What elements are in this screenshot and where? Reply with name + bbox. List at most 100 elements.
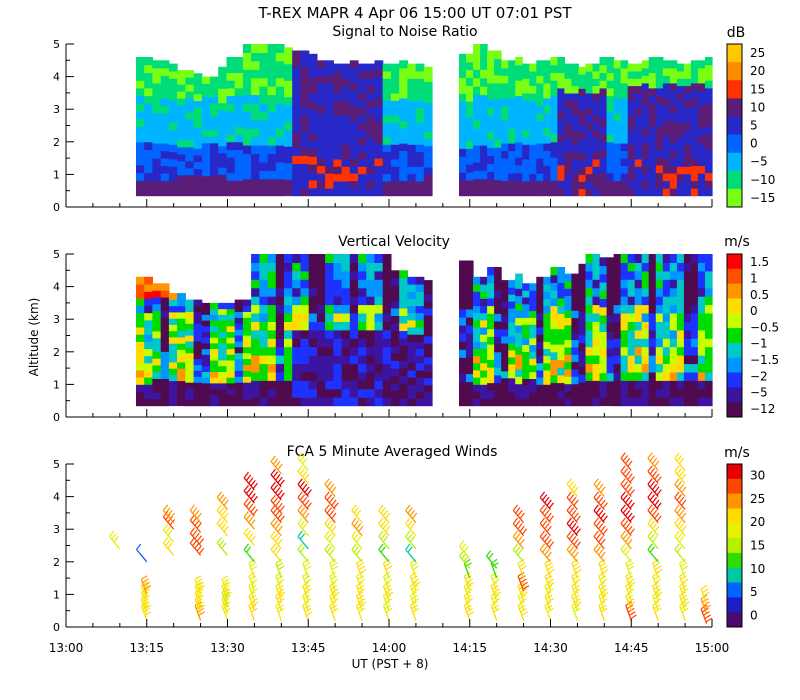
heatmap-cell	[473, 312, 481, 321]
heatmap-cell	[683, 338, 692, 348]
heatmap-cell	[648, 187, 657, 197]
heatmap-cell	[648, 270, 657, 280]
heatmap-cell	[578, 131, 587, 139]
heatmap-cell	[267, 60, 277, 70]
heatmap-cell	[292, 363, 301, 373]
heatmap-cell	[501, 105, 509, 114]
heatmap-cell	[655, 287, 664, 297]
heatmap-cell	[374, 105, 384, 114]
heatmap-cell	[168, 188, 178, 197]
heatmap-cell	[501, 135, 509, 144]
heatmap-cell	[592, 397, 601, 407]
wind-barb	[463, 571, 475, 592]
heatmap-cell	[606, 364, 615, 374]
heatmap-cell	[423, 280, 433, 288]
heatmap-cell	[275, 262, 285, 272]
heatmap-cell	[557, 290, 565, 299]
colorbar-label: 0	[750, 304, 758, 318]
heatmap-cell	[683, 313, 692, 322]
heatmap-cell	[606, 64, 615, 73]
heatmap-cell	[473, 119, 481, 129]
heatmap-cell	[415, 384, 425, 392]
heatmap-cell	[466, 349, 474, 358]
heatmap-cell	[300, 115, 310, 124]
heatmap-cell	[193, 80, 203, 88]
heatmap-cell	[267, 321, 277, 331]
heatmap-cell	[697, 90, 706, 99]
heatmap-cell	[543, 67, 551, 76]
heatmap-cell	[374, 279, 384, 289]
heatmap-cell	[218, 116, 227, 125]
heatmap-cell	[578, 397, 587, 407]
heatmap-cell	[501, 321, 509, 330]
heatmap-cell	[564, 129, 572, 138]
heatmap-cell	[690, 127, 699, 136]
heatmap-cell	[160, 150, 170, 159]
heatmap-cell	[480, 326, 488, 335]
heatmap-cell	[399, 158, 408, 167]
heatmap-cell	[234, 134, 244, 143]
heatmap-cell	[494, 282, 502, 291]
heatmap-cell	[259, 388, 269, 398]
heatmap-cell	[705, 64, 713, 73]
heatmap-cell	[210, 96, 219, 104]
heatmap-cell	[705, 180, 713, 189]
heatmap-cell	[160, 143, 170, 152]
heatmap-cell	[627, 114, 636, 123]
heatmap-cell	[662, 329, 671, 339]
heatmap-cell	[160, 344, 170, 352]
heatmap-cell	[366, 397, 376, 407]
heatmap-cell	[358, 296, 367, 306]
heatmap-cell	[333, 287, 343, 297]
heatmap-cell	[599, 180, 608, 189]
heatmap-cell	[543, 75, 551, 84]
heatmap-cell	[669, 262, 678, 272]
heatmap-cell	[218, 95, 227, 104]
heatmap-cell	[390, 100, 400, 109]
wind-barb	[243, 527, 256, 546]
heatmap-cell	[466, 61, 474, 71]
heatmap-cell	[571, 390, 579, 399]
heatmap-cell	[259, 86, 269, 96]
heatmap-cell	[606, 380, 615, 390]
heatmap-cell	[501, 335, 509, 344]
heatmap-cell	[267, 254, 277, 263]
heatmap-cell	[564, 63, 572, 72]
heatmap-cell	[267, 363, 277, 373]
heatmap-cell	[705, 388, 713, 398]
heatmap-cell	[152, 364, 162, 373]
colorbar-swatch	[727, 268, 742, 285]
heatmap-cell	[599, 331, 608, 341]
heatmap-cell	[522, 144, 530, 153]
heatmap-cell	[571, 129, 579, 138]
heatmap-cell	[683, 304, 692, 314]
heatmap-cell	[193, 182, 203, 190]
heatmap-cell	[620, 338, 629, 348]
heatmap-cell	[382, 380, 392, 390]
heatmap-cell	[251, 296, 260, 306]
heatmap-cell	[564, 100, 572, 109]
heatmap-cell	[578, 350, 587, 359]
heatmap-cell	[515, 376, 523, 385]
heatmap-cell	[358, 136, 367, 145]
heatmap-cell	[529, 129, 537, 138]
heatmap-cell	[193, 100, 203, 108]
heatmap-cell	[210, 189, 219, 197]
heatmap-cell	[508, 398, 516, 407]
heatmap-cell	[284, 388, 293, 398]
heatmap-cell	[226, 164, 236, 174]
heatmap-cell	[641, 262, 650, 272]
heatmap-cell	[349, 188, 359, 197]
heatmap-cell	[185, 329, 195, 336]
heatmap-cell	[251, 397, 260, 407]
heatmap-cell	[152, 112, 162, 121]
heatmap-cell	[399, 120, 408, 129]
heatmap-cell	[168, 293, 178, 300]
heatmap-cell	[522, 100, 530, 109]
heatmap-cell	[578, 334, 587, 344]
heatmap-cell	[407, 291, 417, 299]
colorbar-label: 25	[750, 492, 765, 506]
heatmap-cell	[210, 83, 219, 91]
heatmap-cell	[634, 380, 643, 390]
heatmap-cell	[144, 369, 153, 378]
